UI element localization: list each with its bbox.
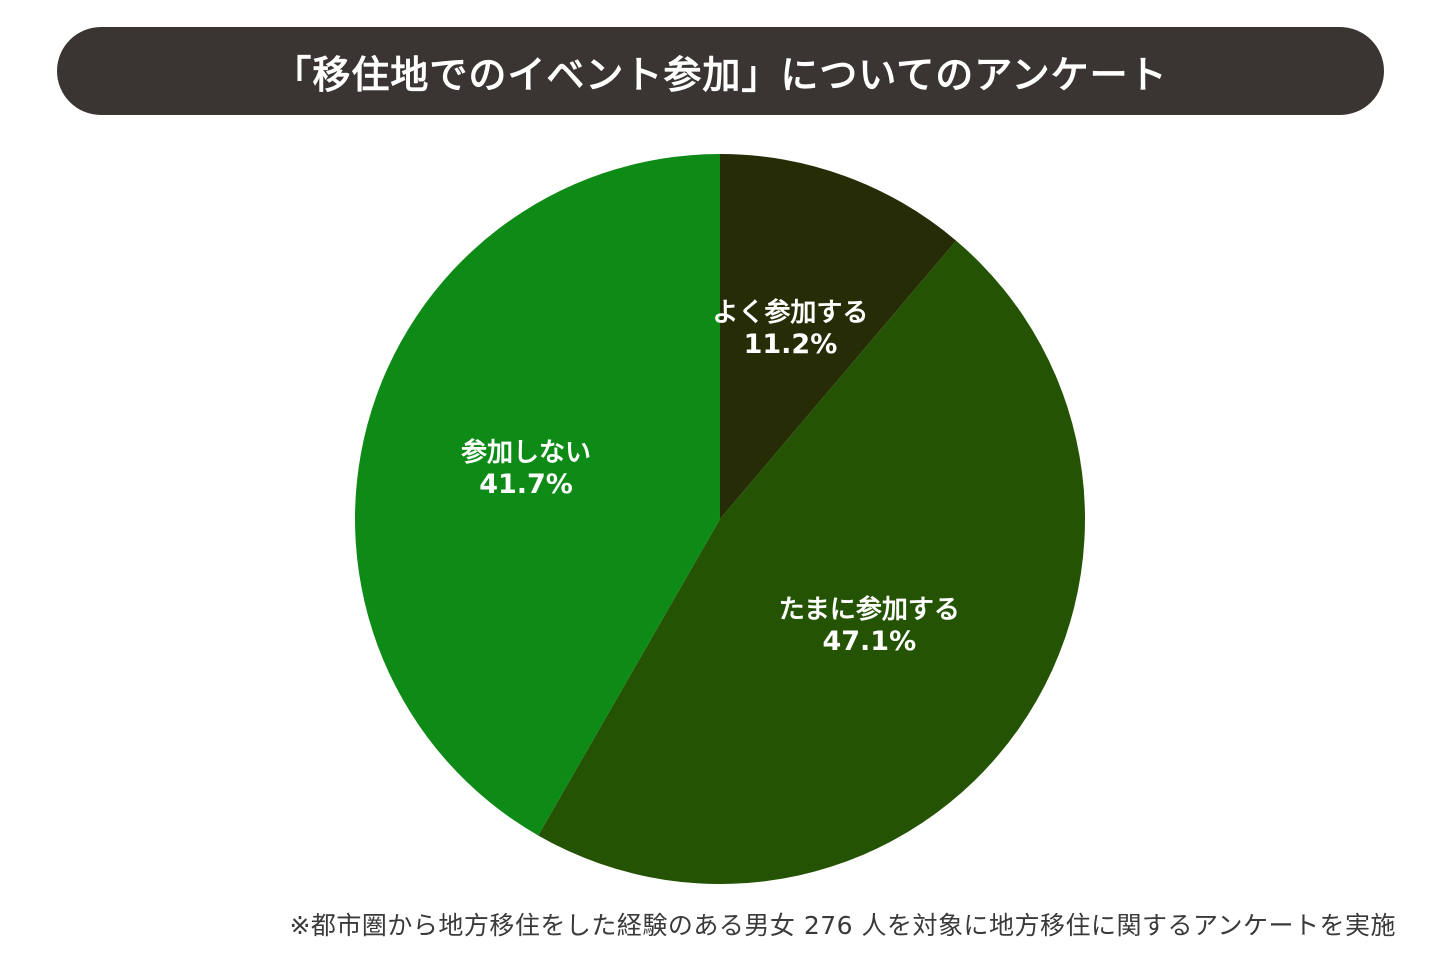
pie-slice	[538, 240, 1085, 884]
footnote: ※都市圏から地方移住をした経験のある男女 276 人を対象に地方移住に関するアン…	[289, 911, 1396, 940]
pie-slice	[720, 154, 957, 519]
slice-value-label: 41.7%	[479, 469, 573, 500]
pie-slice	[354, 154, 720, 836]
chart-title: 「移住地でのイベント参加」についてのアンケート	[273, 52, 1168, 97]
slice-value-label: 47.1%	[822, 626, 916, 657]
title-bar: 「移住地でのイベント参加」についてのアンケート	[57, 27, 1384, 115]
slice-value-label: 11.2%	[744, 329, 838, 360]
slice-label: 参加しない	[461, 437, 591, 468]
slice-label: たまに参加する	[779, 594, 960, 625]
pie-slices	[354, 154, 1085, 884]
slice-label: よく参加する	[712, 297, 868, 328]
